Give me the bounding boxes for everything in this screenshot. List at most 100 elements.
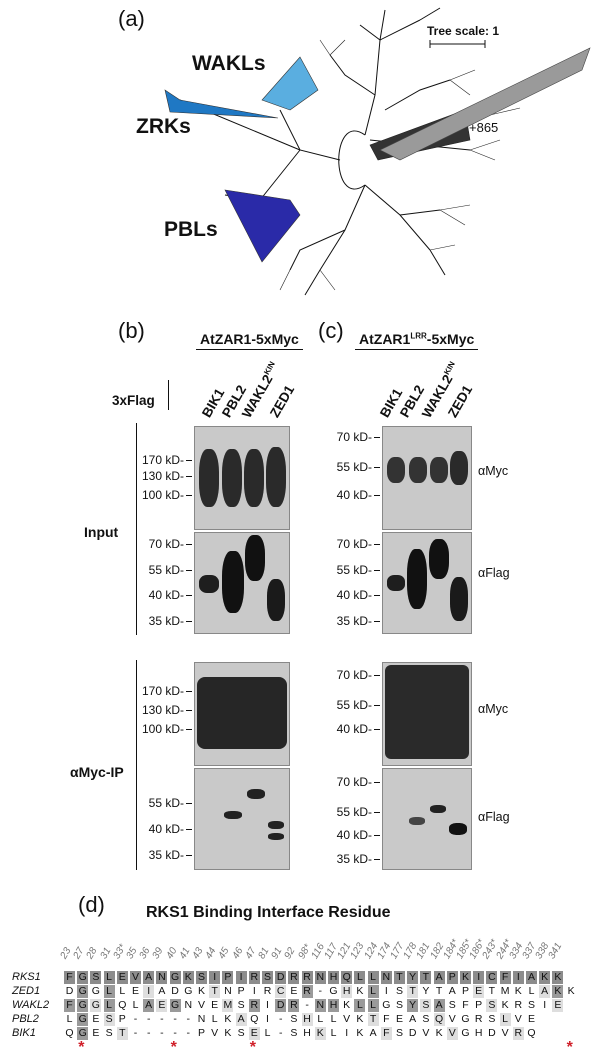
alignment-residue: H xyxy=(301,1013,313,1026)
alignment-residue: G xyxy=(382,999,391,1011)
alignment-residue: - xyxy=(146,1027,151,1039)
wakls-label: WAKLs xyxy=(192,52,266,75)
alignment-residue: L xyxy=(317,1013,324,1025)
alignment-residue: E xyxy=(552,999,564,1012)
alignment-residue: I xyxy=(209,971,221,984)
mw-c3-40: 40 kD- xyxy=(302,722,380,736)
alignment-residue: L xyxy=(367,985,379,998)
alignment-residue: E xyxy=(527,1013,535,1025)
blot-b-ip-flag xyxy=(194,768,290,870)
alignment-residue: V xyxy=(446,1027,458,1040)
alignment-residue: R xyxy=(512,1027,524,1040)
construct-b-label: AtZAR1-5xMyc xyxy=(196,331,303,350)
alignment-residue: L xyxy=(132,999,139,1011)
alignment-row-name: ZED1 xyxy=(12,985,41,997)
alignment-residue: E xyxy=(395,1013,403,1025)
alignment-residue: - xyxy=(160,1013,164,1025)
alignment-residue: G xyxy=(90,999,102,1012)
collapsed-count: +865 xyxy=(469,120,499,135)
mw-c4-35: 35 kD- xyxy=(302,852,380,866)
alignment-residue: T xyxy=(407,985,419,998)
alignment-residue: K xyxy=(356,1027,364,1039)
alignment-residue: I xyxy=(252,985,256,997)
alignment-residue: I xyxy=(473,971,485,984)
alignment-residue: G xyxy=(91,985,100,997)
blot-c-ip-myc xyxy=(382,662,472,766)
alignment-position: 39 xyxy=(150,945,166,961)
mw-b1-170: 170 kD- xyxy=(114,453,192,467)
mw-c2-55: 55 kD- xyxy=(302,563,380,577)
alignment-residue: L xyxy=(211,1013,218,1025)
alignment-residue: R xyxy=(301,971,313,984)
mw-b4-40: 40 kD- xyxy=(114,822,192,836)
alignment-residue: L xyxy=(367,999,379,1012)
alignment-residue: D xyxy=(275,971,287,984)
blot-c-ip-flag xyxy=(382,768,472,870)
mw-c1-55: 55 kD- xyxy=(302,460,380,474)
alignment-residue: E xyxy=(248,1027,260,1040)
alignment-residue: A xyxy=(143,999,155,1012)
alignment-residue: - xyxy=(133,1013,138,1025)
alignment-residue: S xyxy=(488,1013,496,1025)
mw-b2-35: 35 kD- xyxy=(114,614,192,628)
alignment-residue: L xyxy=(330,1027,337,1039)
alignment-residue: S xyxy=(290,1013,298,1025)
alignment-residue: Q xyxy=(341,971,353,984)
alignment-residue: M xyxy=(222,999,234,1012)
alignment-residue: M xyxy=(500,985,510,997)
alignment-residue: K xyxy=(552,985,564,998)
alignment-residue: K xyxy=(343,999,351,1011)
mw-b1-100: 100 kD- xyxy=(114,488,192,502)
alignment-residue: V xyxy=(130,971,141,984)
alignment-residue: A xyxy=(433,971,445,984)
alignment-residue: P xyxy=(461,985,469,997)
alignment-residue: V xyxy=(514,1013,522,1025)
alignment-residue: K xyxy=(567,985,575,997)
mw-c2-35: 35 kD- xyxy=(302,614,380,628)
ab-c3-myc: αMyc xyxy=(478,702,509,716)
alignment-residue: R xyxy=(514,999,523,1011)
alignment-residue: S xyxy=(395,1027,403,1039)
zrks-label: ZRKs xyxy=(136,115,191,138)
interface-star-marker: * xyxy=(170,1039,177,1056)
alignment-residue: - xyxy=(173,1013,177,1025)
alignment-residue: - xyxy=(173,1027,177,1039)
alignment-residue: K xyxy=(435,1027,443,1039)
alignment-residue: T xyxy=(420,971,432,984)
mw-c1-70: 70 kD- xyxy=(302,430,380,444)
alignment-residue: - xyxy=(318,985,323,997)
ab-c2-flag: αFlag xyxy=(478,566,510,580)
alignment-residue: I xyxy=(384,985,388,997)
pbls-label: PBLs xyxy=(164,218,218,241)
alignment-residue: D xyxy=(171,985,179,997)
alignment-residue: K xyxy=(539,971,551,984)
alignment-row-name: RKS1 xyxy=(12,971,41,983)
alignment-residue: I xyxy=(266,1013,269,1025)
alignment-residue: A xyxy=(433,999,445,1012)
alignment-residue: K xyxy=(460,971,471,984)
tree-scale-label: Tree scale: 1 xyxy=(427,24,500,38)
alignment-residue: I xyxy=(266,999,269,1011)
alignment-residue: T xyxy=(209,985,221,998)
alignment-residue: V xyxy=(343,1013,351,1025)
blot-c-input-flag xyxy=(382,532,472,634)
alignment-residue: H xyxy=(303,1027,311,1039)
alignment-residue: R xyxy=(263,985,272,997)
mw-c1-40: 40 kD- xyxy=(302,488,380,502)
alignment-position: 46 xyxy=(230,945,246,961)
alignment-residue: F xyxy=(383,1013,390,1025)
alignment-residue: L xyxy=(103,985,115,998)
input-label: Input xyxy=(84,524,119,540)
mw-c2-70: 70 kD- xyxy=(302,537,380,551)
interface-star-marker: * xyxy=(249,1039,257,1056)
alignment-residue: L xyxy=(103,971,115,984)
blot-b-ip-myc xyxy=(194,662,290,766)
alignment-residue: P xyxy=(237,985,245,997)
alignment-residue: P xyxy=(222,971,234,984)
alignment-residue: E xyxy=(92,1013,100,1025)
alignment-residue: A xyxy=(409,1013,417,1025)
alignment-residue: D xyxy=(65,985,74,997)
alignment-residue: V xyxy=(422,1027,430,1039)
alignment-residue: G xyxy=(77,971,89,984)
interface-star-marker: * xyxy=(78,1039,85,1056)
